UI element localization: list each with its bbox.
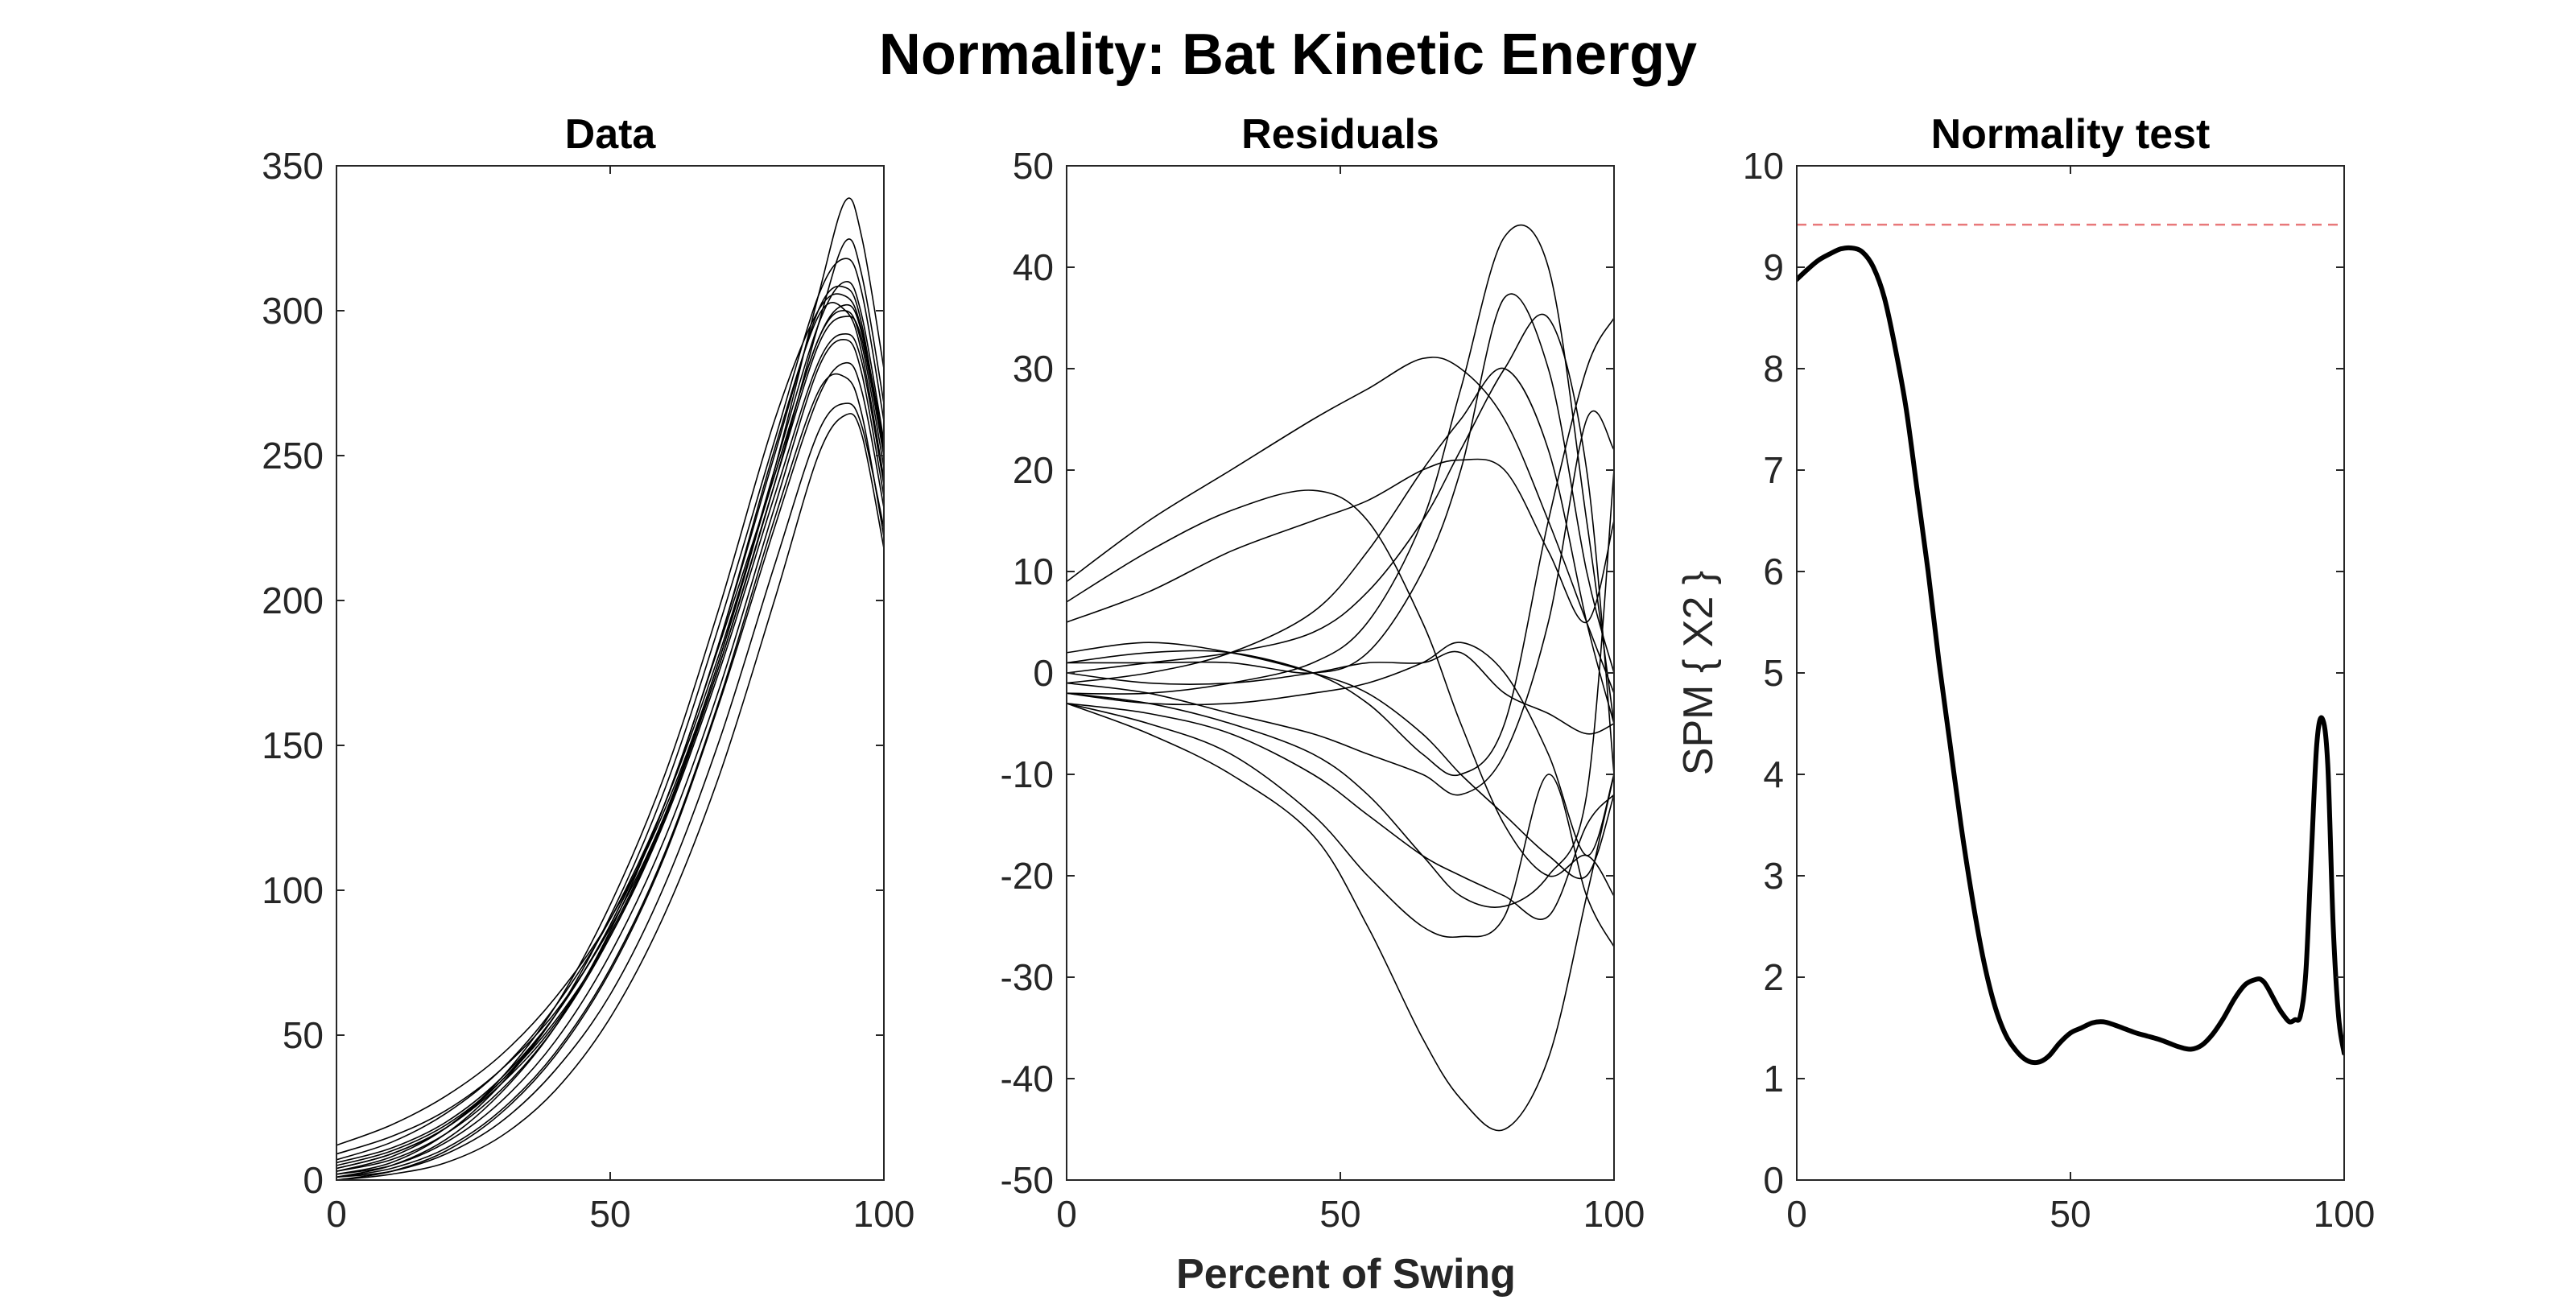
data-y-tick-label: 0 <box>303 1159 324 1201</box>
data-series-0 <box>336 310 884 1178</box>
data-axes-box <box>336 165 885 1181</box>
normality-test-x-tick-label: 100 <box>2314 1193 2376 1235</box>
residuals-series-1 <box>1067 469 1614 908</box>
residuals-y-tick-label: 30 <box>1013 348 1054 390</box>
residuals-y-tick-label: -40 <box>1001 1058 1054 1100</box>
data-series-14 <box>336 413 884 1180</box>
residuals-y-tick-label: 50 <box>1013 145 1054 187</box>
data-series-1 <box>336 258 884 1175</box>
residuals-series-4 <box>1067 489 1614 897</box>
data-x-tick-label: 100 <box>853 1193 915 1235</box>
residuals-series-3 <box>1067 357 1614 694</box>
data-series-11 <box>336 373 884 1178</box>
normality-test-y-tick-label: 2 <box>1763 956 1784 998</box>
data-x-tick-label: 50 <box>589 1193 630 1235</box>
normality-test-panel-title: Normality test <box>1931 111 2211 158</box>
data-series-3 <box>336 197 884 1146</box>
residuals-x-tick-label: 0 <box>1056 1193 1077 1235</box>
residuals-series-15 <box>1067 642 1614 880</box>
data-series-13 <box>336 302 884 1164</box>
normality-test-x-tick-label: 0 <box>1786 1193 1807 1235</box>
normality-test-y-tick-label: 6 <box>1763 551 1784 592</box>
residuals-x-tick-label: 50 <box>1319 1193 1360 1235</box>
normality-test-y-tick-label: 3 <box>1763 855 1784 897</box>
data-series-8 <box>336 333 884 1166</box>
data-y-tick-label: 50 <box>283 1014 324 1056</box>
normality-test-y-tick-label: 4 <box>1763 753 1784 795</box>
normality-test-y-tick-label: 0 <box>1763 1159 1784 1201</box>
figure-title: Normality: Bat Kinetic Energy <box>879 23 1697 87</box>
normality-test-y-tick-label: 5 <box>1763 652 1784 694</box>
residuals-series-5 <box>1067 703 1614 1132</box>
data-series-2 <box>336 361 884 1180</box>
residuals-y-tick-label: -20 <box>1001 855 1054 897</box>
data-series-6 <box>336 402 884 1178</box>
residuals-traces <box>1067 224 1614 1132</box>
residuals-series-8 <box>1067 313 1614 775</box>
data-x-tick-label: 0 <box>326 1193 347 1235</box>
data-series-15 <box>336 281 884 1170</box>
data-traces <box>336 197 884 1180</box>
data-series-7 <box>336 293 884 1172</box>
data-series-10 <box>336 303 884 1161</box>
residuals-series-9 <box>1067 410 1614 796</box>
data-series-12 <box>336 316 884 1172</box>
data-panel-title: Data <box>565 111 657 158</box>
residuals-series-2 <box>1067 224 1614 724</box>
residuals-y-tick-label: 20 <box>1013 449 1054 491</box>
data-panel: Data 0 50 100 150 200 250 300 350 0 50 100 <box>262 111 914 1235</box>
data-y-tick-label: 100 <box>262 869 324 911</box>
x-axis-label: Percent of Swing <box>1176 1251 1516 1298</box>
residuals-series-10 <box>1067 703 1614 920</box>
data-series-9 <box>336 338 884 1175</box>
residuals-y-tick-label: -50 <box>1001 1159 1054 1201</box>
residuals-x-tick-label: 100 <box>1583 1193 1645 1235</box>
data-y-tick-label: 200 <box>262 580 324 621</box>
residuals-series-12 <box>1067 642 1614 856</box>
residuals-y-tick-label: 40 <box>1013 246 1054 288</box>
residuals-series-7 <box>1067 317 1614 777</box>
data-y-tick-label: 150 <box>262 724 324 766</box>
residuals-series-14 <box>1067 367 1614 724</box>
normality-test-y-axis-label: SPM { X2 } <box>1675 571 1722 775</box>
normality-test-y-tick-label: 10 <box>1743 145 1784 187</box>
normality-test-x-tick-label: 50 <box>2050 1193 2091 1235</box>
normality-test-y-tick-label: 8 <box>1763 348 1784 390</box>
residuals-series-6 <box>1067 458 1614 623</box>
residuals-panel: Residuals -50 -40 -30 -20 -10 0 10 20 30 40 50 0 50 10… <box>1001 111 1645 1235</box>
normality-test-y-tick-label: 9 <box>1763 246 1784 288</box>
normality-test-y-tick-label: 1 <box>1763 1058 1784 1100</box>
residuals-y-tick-label: 10 <box>1013 551 1054 592</box>
normality-test-traces <box>1797 223 2344 1066</box>
residuals-y-tick-label: -30 <box>1001 956 1054 998</box>
data-y-tick-label: 300 <box>262 290 324 332</box>
data-y-tick-label: 250 <box>262 435 324 477</box>
residuals-panel-title: Residuals <box>1241 111 1439 158</box>
normality-test-axes-box <box>1796 165 2345 1181</box>
residuals-y-tick-label: -10 <box>1001 753 1054 795</box>
residuals-series-13 <box>1067 650 1614 735</box>
normality-test-series-0 <box>1797 245 2344 1066</box>
residuals-series-11 <box>1067 293 1614 675</box>
normality-test-y-tick-label: 7 <box>1763 449 1784 491</box>
data-y-tick-label: 350 <box>262 145 324 187</box>
residuals-series-0 <box>1067 703 1614 947</box>
residuals-y-tick-label: 0 <box>1033 652 1054 694</box>
